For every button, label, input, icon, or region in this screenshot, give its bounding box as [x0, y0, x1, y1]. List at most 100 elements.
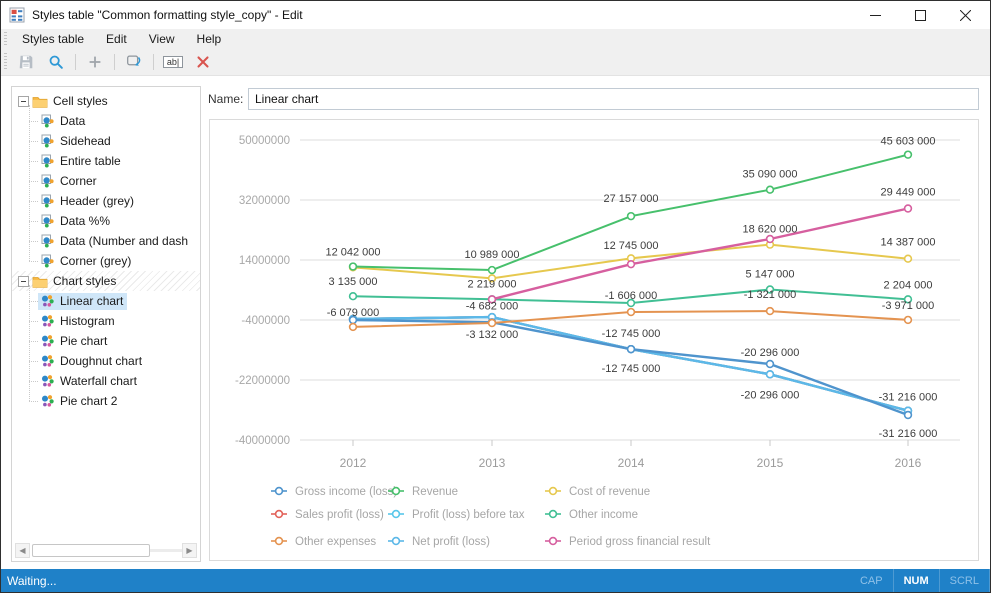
tree-item-content: Sidehead	[38, 133, 115, 150]
tree-item-label: Corner (grey)	[60, 253, 132, 268]
legend-label: Other income	[569, 509, 638, 521]
data-point-label: -12 745 000	[602, 328, 661, 340]
cell-style-icon	[41, 194, 55, 208]
tree-folder-cell-styles[interactable]: Cell styles	[12, 91, 200, 111]
tree-item-corner[interactable]: Corner	[12, 171, 200, 191]
data-point-label: 2 204 000	[884, 279, 933, 291]
data-point-marker	[348, 322, 358, 332]
data-point-label: 14 387 000	[880, 237, 935, 249]
tree-folder-chart-styles[interactable]: Chart styles	[12, 271, 200, 291]
x-axis-tick-label: 2013	[479, 456, 506, 470]
folder-icon	[32, 95, 48, 108]
cell-styles-children: Data Sidehead Entire table Corner Header (gr…	[12, 105, 200, 271]
tree-item-data-[interactable]: Data %%	[12, 211, 200, 231]
name-label: Name:	[208, 92, 244, 106]
legend-marker	[274, 486, 284, 496]
scrollbar-track[interactable]	[150, 548, 182, 552]
collapse-icon[interactable]	[18, 275, 29, 287]
chart-style-icon	[41, 374, 55, 388]
status-indicator-num: NUM	[903, 574, 929, 587]
chart-style-icon	[41, 354, 55, 368]
menu-grip-handle[interactable]	[4, 32, 7, 46]
tree-connector	[29, 360, 38, 362]
data-point-marker	[626, 344, 636, 354]
add-button[interactable]	[82, 50, 108, 74]
tree-item-content: Doughnut chart	[38, 353, 146, 370]
tree-connector	[29, 220, 38, 222]
tree-connector	[29, 200, 38, 202]
menu-item-edit[interactable]: Edit	[106, 32, 127, 46]
tree-item-content: Corner (grey)	[38, 253, 135, 270]
status-indicator-scrl: SCRL	[949, 574, 979, 587]
data-point-label: -6 079 000	[327, 307, 380, 319]
tree-item-data[interactable]: Data	[12, 111, 200, 131]
status-separator	[892, 569, 894, 592]
tree-item-data-number-and-dash[interactable]: Data (Number and dash	[12, 231, 200, 251]
scroll-right-arrow[interactable]: ▶	[182, 542, 197, 558]
search-button[interactable]	[43, 50, 69, 74]
folder-icon	[32, 275, 48, 288]
tree-item-histogram[interactable]: Histogram	[12, 311, 200, 331]
name-input[interactable]	[248, 88, 979, 110]
legend-marker	[391, 486, 401, 496]
data-point-label: 12 745 000	[603, 240, 658, 252]
app-icon	[9, 7, 25, 23]
scroll-left-arrow[interactable]: ◀	[15, 542, 30, 558]
maximize-button[interactable]	[898, 1, 943, 29]
tree-item-content: Pie chart 2	[38, 393, 121, 410]
tree-item-waterfall-chart[interactable]: Waterfall chart	[12, 371, 200, 391]
status-bar: Waiting... CAP NUM SCRL	[1, 569, 990, 592]
tree-item-doughnut-chart[interactable]: Doughnut chart	[12, 351, 200, 371]
minimize-button[interactable]	[853, 1, 898, 29]
toolbar-separator	[114, 54, 115, 70]
tree-horizontal-scrollbar[interactable]: ◀ ▶	[15, 542, 197, 558]
styles-tree: Cell styles Data Sidehead Entire table Corne…	[12, 91, 200, 411]
menu-item-styles-table[interactable]: Styles table	[22, 32, 85, 46]
cell-style-icon	[41, 134, 55, 148]
y-axis-tick-label: 50000000	[239, 135, 290, 147]
data-point-marker	[487, 265, 497, 275]
tree-item-sidehead[interactable]: Sidehead	[12, 131, 200, 151]
data-point-label: 27 157 000	[603, 193, 658, 205]
data-point-label: -31 216 000	[879, 428, 938, 440]
tree-folder-label: Chart styles	[53, 273, 117, 288]
toolbar: ab|	[1, 49, 990, 76]
x-axis-tick-label: 2012	[340, 456, 367, 470]
tree-item-pie-chart[interactable]: Pie chart	[12, 331, 200, 351]
tree-item-pie-chart-2[interactable]: Pie chart 2	[12, 391, 200, 411]
data-point-marker	[765, 359, 775, 369]
data-point-marker	[903, 254, 913, 263]
tree-item-label: Data (Number and dash	[60, 233, 189, 248]
rename-button[interactable]: ab|	[160, 50, 186, 74]
scrollbar-thumb[interactable]	[32, 543, 150, 557]
menu-item-view[interactable]: View	[148, 32, 175, 46]
menu-bar: Styles table Edit View Help	[1, 29, 990, 49]
tree-item-label: Header (grey)	[60, 193, 135, 208]
chart-style-icon	[41, 294, 55, 308]
tree-item-content: Corner	[38, 173, 101, 190]
window-title: Styles table "Common formatting style_co…	[32, 8, 303, 22]
chart-styles-children: Linear chart Histogram Pie chart Doughnut c…	[12, 285, 200, 411]
duplicate-button[interactable]	[121, 50, 147, 74]
data-point-label: 10 989 000	[464, 249, 519, 261]
tree-item-entire-table[interactable]: Entire table	[12, 151, 200, 171]
tree-item-header-grey-[interactable]: Header (grey)	[12, 191, 200, 211]
toolbar-grip-handle[interactable]	[4, 52, 7, 72]
tree-item-label: Pie chart 2	[60, 393, 118, 408]
collapse-icon[interactable]	[18, 95, 29, 107]
tree-item-linear-chart[interactable]: Linear chart	[12, 291, 200, 311]
data-point-marker	[765, 306, 775, 316]
legend-marker	[391, 509, 401, 519]
close-button[interactable]	[943, 1, 988, 29]
menu-item-help[interactable]: Help	[196, 32, 222, 46]
rename-icon-text: ab|	[167, 57, 179, 67]
data-point-marker	[487, 318, 497, 328]
save-button[interactable]	[13, 50, 39, 74]
data-point-label: 35 090 000	[742, 169, 797, 181]
tree-item-corner-grey-[interactable]: Corner (grey)	[12, 251, 200, 271]
toolbar-separator	[75, 54, 76, 70]
tree-item-content: Header (grey)	[38, 193, 138, 210]
data-point-label: -4 682 000	[466, 300, 519, 312]
delete-button[interactable]	[190, 50, 216, 74]
